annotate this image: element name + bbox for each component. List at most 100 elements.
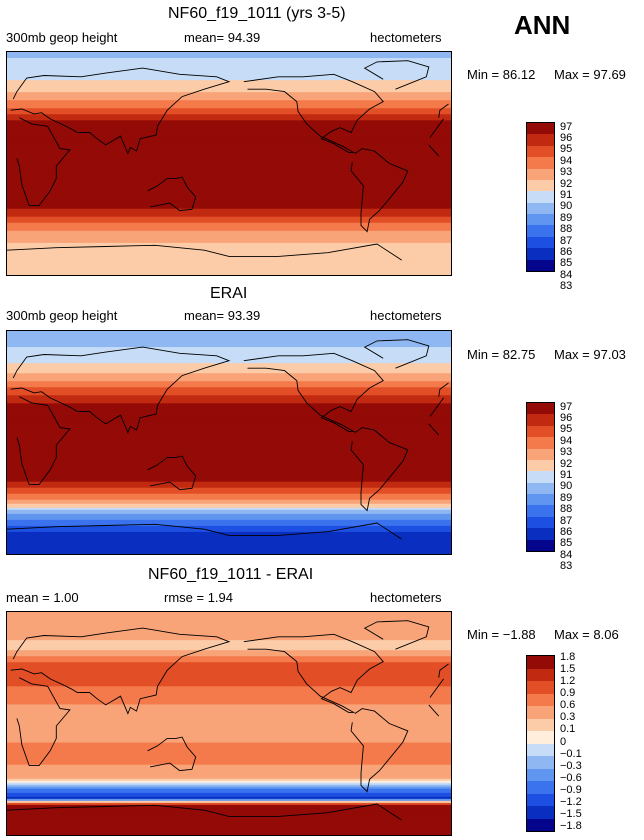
field-band (7, 628, 451, 631)
field-band (7, 70, 451, 73)
field-band (7, 632, 451, 635)
field-band (7, 732, 451, 736)
field-band (7, 525, 451, 529)
colorbar-label: 1.5 (560, 663, 576, 676)
field-band (7, 94, 451, 97)
field-band (7, 519, 451, 523)
field-band (7, 674, 451, 677)
coastline-0 (243, 352, 384, 432)
panel1-mean: mean= 94.39 (184, 30, 261, 45)
field-band (7, 826, 451, 830)
field-band (7, 377, 451, 380)
field-band (7, 176, 451, 180)
field-band (7, 224, 451, 228)
field-band (7, 489, 451, 493)
field-band (7, 272, 451, 275)
colorbar-cell (527, 681, 554, 694)
panel3-colorbar (526, 655, 555, 832)
field-band (7, 684, 451, 687)
field-band (7, 762, 451, 766)
field-band (7, 331, 451, 334)
field-band (7, 475, 451, 479)
coastline-6 (7, 803, 402, 821)
field-band (7, 624, 451, 627)
field-band (7, 339, 451, 342)
colorbar-cell (527, 145, 554, 158)
field-band (7, 746, 451, 750)
field-band (7, 174, 451, 178)
colorbar-label: 91 (560, 189, 573, 201)
colorbar-label: 86 (560, 525, 573, 538)
field-band (7, 515, 451, 519)
field-band (7, 236, 451, 240)
colorbar-label: 89 (560, 491, 573, 504)
field-band (7, 820, 451, 824)
field-band (7, 367, 451, 370)
colorbar-cell (527, 236, 554, 249)
field-band (7, 738, 451, 742)
field-band (7, 361, 451, 364)
field-band (7, 768, 451, 772)
field-band (7, 704, 451, 708)
panel1-title: NF60_f19_1011 (yrs 3-5) (168, 5, 346, 22)
colorbar-label: 85 (560, 257, 573, 270)
field-band (7, 740, 451, 744)
panel3-mean: mean = 1.00 (6, 590, 79, 605)
field-band (7, 491, 451, 495)
field-band (7, 138, 451, 141)
field-band (7, 347, 451, 350)
field-band (7, 417, 451, 420)
field-band (7, 483, 451, 487)
field-band (7, 782, 451, 786)
field-band (7, 784, 451, 788)
field-band (7, 620, 451, 623)
panel3-title: NF60_f19_1011 - ERAI (148, 566, 314, 583)
colorbar-cell (527, 743, 554, 756)
field-band (7, 212, 451, 216)
field-band (7, 523, 451, 527)
field-band (7, 473, 451, 477)
field-band (7, 497, 451, 501)
coastline-2 (16, 396, 444, 486)
field-band (7, 778, 451, 782)
field-band (7, 333, 451, 336)
field-band (7, 122, 451, 125)
field-band (7, 465, 451, 469)
field-band (7, 716, 451, 720)
colorbar-cell (527, 202, 554, 214)
field-band (7, 90, 451, 93)
colorbar-label: 94 (560, 434, 573, 447)
colorbar-label: 88 (560, 503, 573, 516)
field-band (7, 160, 451, 164)
field-band (7, 365, 451, 368)
colorbar-cell (527, 718, 554, 731)
field-band (7, 810, 451, 814)
field-band (7, 764, 451, 768)
field-band (7, 114, 451, 117)
colorbar-label: 85 (560, 537, 573, 550)
field-band (7, 832, 451, 835)
coastline-5 (363, 339, 430, 369)
field-band (7, 351, 451, 354)
field-band (7, 469, 451, 473)
colorbar-cell (527, 539, 554, 551)
field-band (7, 698, 451, 701)
field-band (7, 405, 451, 408)
field-band (7, 373, 451, 376)
field-band (7, 148, 451, 152)
field-band (7, 166, 451, 170)
field-band (7, 666, 451, 669)
field-band (7, 658, 451, 661)
field-band (7, 531, 451, 535)
field-band (7, 124, 451, 127)
field-band (7, 349, 451, 352)
field-band (7, 788, 451, 792)
field-band (7, 62, 451, 65)
colorbar-label: 0 (560, 735, 567, 748)
field-band (7, 461, 451, 465)
field-band (7, 391, 451, 394)
field-band (7, 662, 451, 665)
field-band (7, 806, 451, 810)
field-band (7, 750, 451, 754)
field-band (7, 499, 451, 503)
